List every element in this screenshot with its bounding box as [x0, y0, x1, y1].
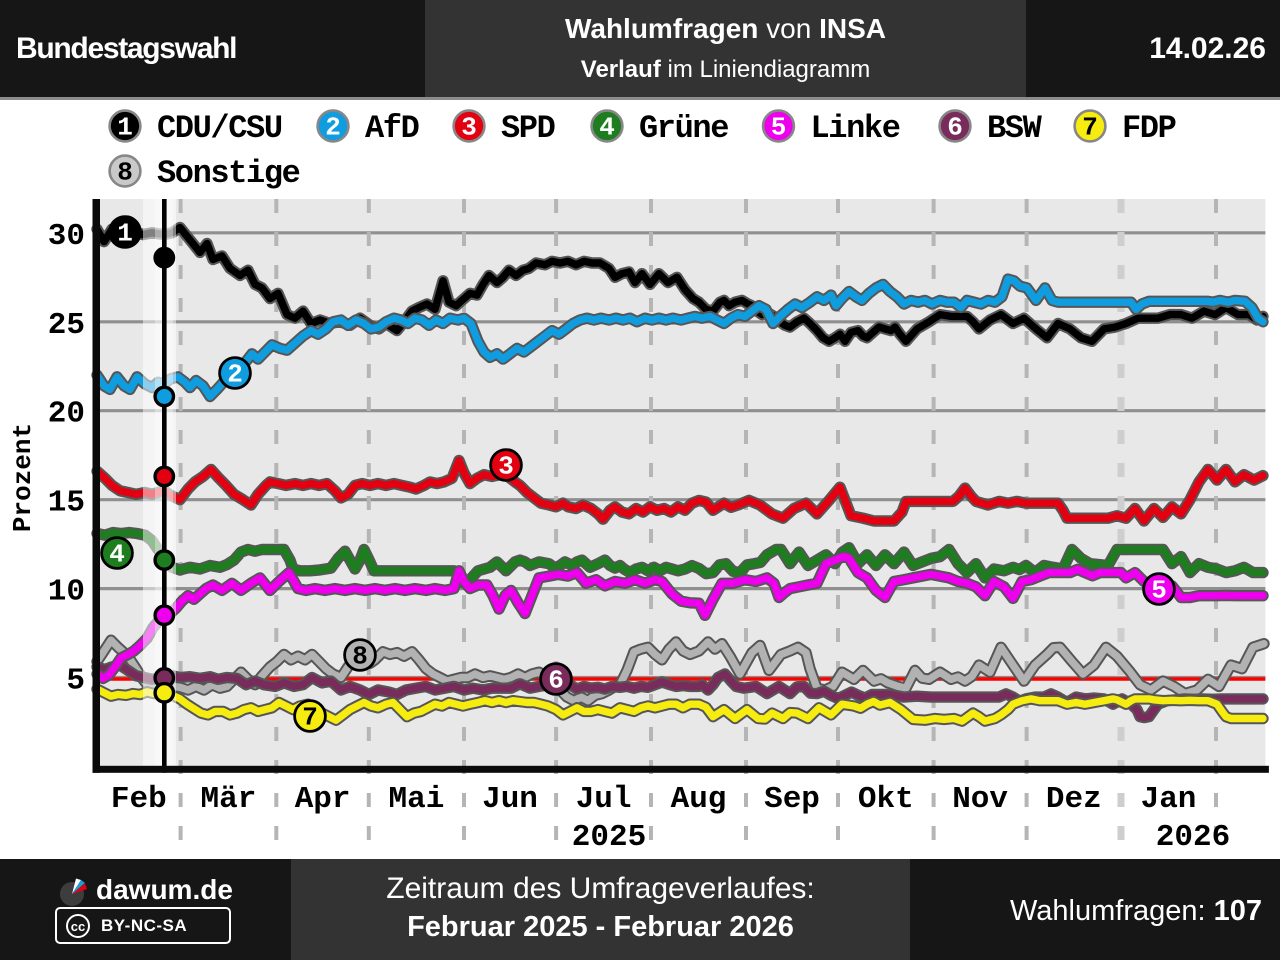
svg-text:Prozent: Prozent: [8, 423, 38, 532]
svg-text:25: 25: [48, 308, 85, 343]
svg-text:1: 1: [117, 219, 133, 249]
svg-text:cc: cc: [71, 919, 85, 934]
svg-text:Sonstige: Sonstige: [157, 155, 300, 192]
svg-text:Jan: Jan: [1141, 782, 1197, 817]
svg-text:6: 6: [947, 113, 963, 143]
svg-text:CDU/CSU: CDU/CSU: [157, 110, 282, 147]
svg-text:4: 4: [599, 113, 615, 143]
svg-text:Okt: Okt: [858, 782, 914, 817]
svg-text:Linke: Linke: [811, 110, 900, 147]
svg-text:7: 7: [302, 703, 318, 733]
svg-text:15: 15: [48, 486, 85, 521]
svg-text:Aug: Aug: [671, 782, 727, 817]
svg-text:10: 10: [48, 575, 85, 610]
svg-text:AfD: AfD: [365, 110, 419, 147]
svg-text:2: 2: [325, 113, 341, 143]
svg-text:20: 20: [48, 397, 85, 432]
svg-text:Mär: Mär: [200, 782, 256, 817]
svg-text:Apr: Apr: [295, 782, 351, 817]
svg-text:5: 5: [66, 664, 85, 699]
svg-text:SPD: SPD: [501, 110, 555, 147]
svg-text:Jul: Jul: [576, 782, 632, 817]
svg-text:Feb: Feb: [111, 782, 167, 817]
svg-text:Dez: Dez: [1046, 782, 1102, 817]
svg-text:8: 8: [352, 642, 368, 672]
svg-text:5: 5: [1151, 576, 1167, 606]
svg-text:3: 3: [461, 113, 477, 143]
svg-text:Nov: Nov: [952, 782, 1008, 817]
svg-text:8: 8: [117, 158, 133, 188]
svg-text:3: 3: [498, 452, 514, 482]
svg-text:BSW: BSW: [987, 110, 1043, 147]
svg-text:7: 7: [1082, 113, 1098, 143]
svg-text:1: 1: [117, 113, 133, 143]
svg-text:6: 6: [548, 666, 564, 696]
svg-text:2026: 2026: [1156, 820, 1230, 855]
svg-text:FDP: FDP: [1122, 110, 1176, 147]
svg-text:4: 4: [109, 540, 125, 570]
svg-text:Mai: Mai: [388, 782, 444, 817]
svg-text:5: 5: [771, 113, 787, 143]
svg-text:2025: 2025: [572, 820, 646, 855]
svg-text:30: 30: [48, 219, 85, 254]
svg-text:Grüne: Grüne: [639, 110, 728, 147]
svg-text:Jun: Jun: [482, 782, 538, 817]
svg-text:2: 2: [227, 360, 243, 390]
svg-text:Sep: Sep: [764, 782, 820, 817]
